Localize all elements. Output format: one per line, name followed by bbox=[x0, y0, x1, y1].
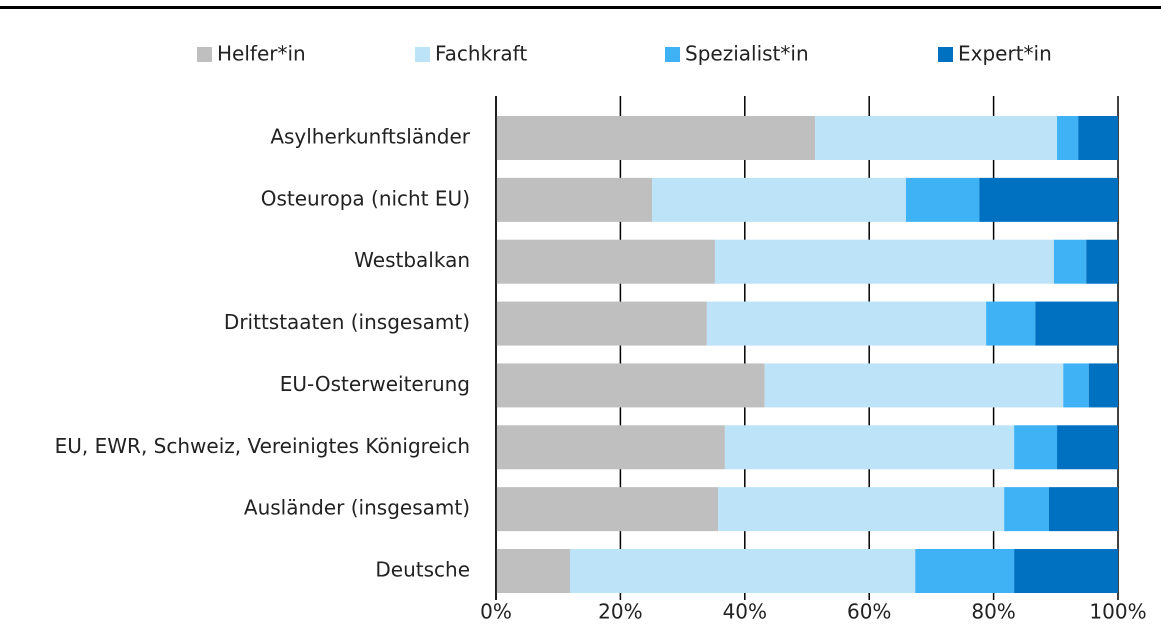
bar-segment bbox=[1014, 425, 1058, 470]
bar-segment bbox=[496, 549, 571, 593]
bar-segment bbox=[496, 487, 719, 532]
bar-segment bbox=[652, 177, 906, 222]
bar-segment bbox=[1057, 116, 1079, 160]
bar-segment bbox=[986, 301, 1036, 346]
bar-segment bbox=[915, 549, 1015, 593]
x-tick-label: 60% bbox=[847, 600, 891, 624]
bar-segment bbox=[496, 301, 707, 346]
legend-swatch bbox=[938, 47, 953, 62]
y-tick-label: EU-Osterweiterung bbox=[280, 372, 470, 396]
bar-segment bbox=[496, 116, 816, 160]
bar-segment bbox=[496, 177, 653, 222]
bar-segment bbox=[1014, 549, 1118, 593]
bar-segment bbox=[905, 177, 980, 222]
bar-segment bbox=[724, 425, 1015, 470]
legend-label: Helfer*in bbox=[217, 42, 306, 66]
y-tick-label: Deutsche bbox=[375, 558, 470, 582]
x-tick-label: 40% bbox=[723, 600, 767, 624]
x-tick-label: 80% bbox=[971, 600, 1015, 624]
top-rule bbox=[0, 6, 1161, 9]
y-tick-label: Drittstaaten (insgesamt) bbox=[224, 310, 470, 334]
legend-label: Spezialist*in bbox=[685, 42, 809, 66]
legend-swatch bbox=[665, 47, 680, 62]
bar-segment bbox=[1053, 239, 1087, 284]
bar-segment bbox=[1063, 363, 1089, 408]
bar-segment bbox=[979, 177, 1118, 222]
bar-segment bbox=[764, 363, 1064, 408]
bar-segment bbox=[1088, 363, 1118, 408]
y-tick-label: Osteuropa (nicht EU) bbox=[261, 186, 470, 210]
bar-segment bbox=[706, 301, 987, 346]
bar-segment bbox=[1035, 301, 1118, 346]
y-tick-label: Westbalkan bbox=[354, 248, 470, 272]
bar-segment bbox=[815, 116, 1058, 160]
bar-segment bbox=[1057, 425, 1118, 470]
x-tick-label: 20% bbox=[598, 600, 642, 624]
bar-segment bbox=[496, 363, 765, 408]
bar-segment bbox=[496, 239, 715, 284]
bar-segment bbox=[1004, 487, 1049, 532]
legend-label: Fachkraft bbox=[435, 42, 527, 66]
y-tick-label: EU, EWR, Schweiz, Vereinigtes Königreich bbox=[55, 434, 470, 458]
bar-segment bbox=[714, 239, 1054, 284]
legend-swatch bbox=[415, 47, 430, 62]
y-tick-label: Ausländer (insgesamt) bbox=[244, 496, 470, 520]
y-tick-label: Asylherkunftsländer bbox=[270, 125, 470, 149]
legend-swatch bbox=[197, 47, 212, 62]
x-tick-label: 100% bbox=[1089, 600, 1146, 624]
x-tick-label: 0% bbox=[480, 600, 512, 624]
bar-segment bbox=[718, 487, 1005, 532]
legend-label: Expert*in bbox=[958, 42, 1052, 66]
bar-segment bbox=[1078, 116, 1118, 160]
bar-segment bbox=[570, 549, 916, 593]
bar-segment bbox=[1086, 239, 1118, 284]
bar-segment bbox=[496, 425, 725, 470]
bar-segment bbox=[1048, 487, 1118, 532]
